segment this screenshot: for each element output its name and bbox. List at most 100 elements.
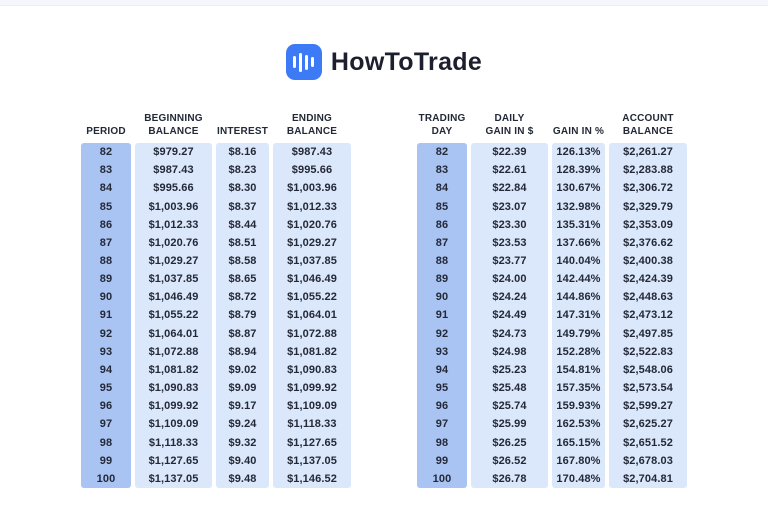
table-cell: 132.98% <box>556 200 601 213</box>
table-cell: 98 <box>435 436 449 449</box>
column-cells: $22.39 $22.61 $22.84 $23.07 $23.30 $23.53 $23.… <box>471 143 548 488</box>
table-cell: 170.48% <box>556 472 601 485</box>
table-cell: 85 <box>99 200 113 213</box>
table-cell: 90 <box>435 291 449 304</box>
table-cell: $9.48 <box>228 472 257 485</box>
table-cell: $1,029.27 <box>148 255 199 268</box>
table-cell: 93 <box>99 345 113 358</box>
table-cell: $1,118.33 <box>148 436 199 449</box>
table-cell: $1,012.33 <box>287 200 337 213</box>
column-header: BEGINNING BALANCE <box>144 113 203 137</box>
table-cell: 84 <box>435 182 449 195</box>
table-cell: $1,020.76 <box>148 236 199 249</box>
table-cell: 89 <box>99 273 113 286</box>
table-cell: $1,099.92 <box>148 400 199 413</box>
table-cell: $8.87 <box>228 327 257 340</box>
table-cell: $26.78 <box>492 472 527 485</box>
table-cell: $22.39 <box>492 146 527 159</box>
table-cell: $2,678.03 <box>623 454 673 467</box>
table-cell: $2,261.27 <box>623 146 673 159</box>
table-cell: $8.51 <box>228 236 257 249</box>
table-cell: $8.65 <box>228 273 257 286</box>
table-cell: 98 <box>99 436 113 449</box>
table-cell: $1,081.82 <box>287 345 337 358</box>
bar-chart-icon-bar <box>293 56 297 68</box>
table-cell: $2,283.88 <box>623 164 673 177</box>
table-cell: $8.16 <box>228 146 257 159</box>
column-header: PERIOD <box>86 126 126 137</box>
table-cell: $987.43 <box>153 164 194 177</box>
column-header: TRADING DAY <box>418 113 466 137</box>
daily-gains-table: TRADING DAY 82 83 84 85 86 87 88 89 90 91 92 93 94 95 9… <box>417 105 687 488</box>
logo: HowToTrade <box>0 42 768 82</box>
table-cell: $1,055.22 <box>287 291 337 304</box>
table-cell: $23.07 <box>492 200 527 213</box>
table-cell: $1,109.09 <box>287 400 337 413</box>
table-cell: 88 <box>435 255 449 268</box>
column-cells: 82 83 84 85 86 87 88 89 90 91 92 93 94 95 96 97 98 99 100 <box>81 143 131 488</box>
table-cell: $1,064.01 <box>148 327 199 340</box>
table-cell: $24.49 <box>492 309 527 322</box>
table-cell: $25.99 <box>492 418 527 431</box>
table-cell: $1,072.88 <box>287 327 337 340</box>
table-cell: 95 <box>99 382 113 395</box>
table-cell: 87 <box>435 236 449 249</box>
table-cell: 100 <box>432 472 452 485</box>
table-cell: 91 <box>435 309 449 322</box>
column-cells: $987.43 $995.66 $1,003.96 $1,012.33 $1,020.7… <box>273 143 351 488</box>
bar-chart-icon-bar <box>311 57 315 67</box>
table-cell: $8.58 <box>228 255 257 268</box>
table-column: BEGINNING BALANCE $979.27 $987.43 $995.66 $1… <box>135 105 212 488</box>
table-column: ACCOUNT BALANCE $2,261.27 $2,283.88 $2,306.… <box>609 105 687 488</box>
table-cell: $1,090.83 <box>148 382 199 395</box>
brand-name: HowToTrade <box>330 47 483 76</box>
table-cell: $2,548.06 <box>623 363 673 376</box>
table-cell: $1,099.92 <box>287 382 337 395</box>
bar-chart-icon-bar <box>305 54 309 70</box>
table-cell: 128.39% <box>556 164 601 177</box>
column-header: ACCOUNT BALANCE <box>622 113 674 137</box>
table-cell: 90 <box>99 291 113 304</box>
table-cell: 96 <box>99 400 113 413</box>
table-cell: $9.32 <box>228 436 257 449</box>
column-cells: $979.27 $987.43 $995.66 $1,003.96 $1,012.33 $… <box>135 143 212 488</box>
table-cell: 147.31% <box>556 309 601 322</box>
table-cell: 91 <box>99 309 113 322</box>
table-cell: $995.66 <box>153 182 194 195</box>
table-cell: $8.37 <box>228 200 257 213</box>
table-cell: $2,651.52 <box>623 436 673 449</box>
table-cell: $2,306.72 <box>623 182 673 195</box>
table-cell: $1,109.09 <box>148 418 199 431</box>
table-cell: 88 <box>99 255 113 268</box>
table-cell: $23.53 <box>492 236 527 249</box>
table-cell: $2,400.38 <box>623 255 673 268</box>
column-header: ENDING BALANCE <box>286 113 338 137</box>
table-cell: $2,497.85 <box>623 327 673 340</box>
table-cell: $26.25 <box>492 436 527 449</box>
column-header: INTEREST <box>216 126 269 137</box>
table-cell: $24.98 <box>492 345 527 358</box>
table-cell: $1,029.27 <box>287 236 337 249</box>
table-column: ENDING BALANCE $987.43 $995.66 $1,003.96 $1,… <box>273 105 351 488</box>
table-cell: $2,625.27 <box>623 418 673 431</box>
table-cell: $995.66 <box>291 164 333 177</box>
table-cell: 93 <box>435 345 449 358</box>
bar-chart-icon <box>285 44 322 80</box>
table-column: DAILY GAIN IN $ $22.39 $22.61 $22.84 $23.07 $… <box>471 105 548 488</box>
table-cell: $1,046.49 <box>148 291 199 304</box>
table-cell: $22.84 <box>492 182 527 195</box>
table-cell: $2,599.27 <box>623 400 673 413</box>
table-cell: $1,003.96 <box>148 200 199 213</box>
table-cell: 92 <box>99 327 113 340</box>
table-cell: 140.04% <box>556 255 601 268</box>
tables: PERIOD 82 83 84 85 86 87 88 89 90 91 92 93 94 95 96 97 98… <box>0 105 768 488</box>
table-cell: 97 <box>99 418 113 431</box>
table-cell: 142.44% <box>556 273 601 286</box>
table-cell: $1,055.22 <box>148 309 199 322</box>
table-cell: $9.24 <box>228 418 257 431</box>
table-cell: $1,046.49 <box>287 273 337 286</box>
table-cell: $1,146.52 <box>287 472 337 485</box>
table-cell: $8.94 <box>228 345 257 358</box>
table-cell: $2,522.83 <box>623 345 673 358</box>
table-cell: 100 <box>96 472 116 485</box>
